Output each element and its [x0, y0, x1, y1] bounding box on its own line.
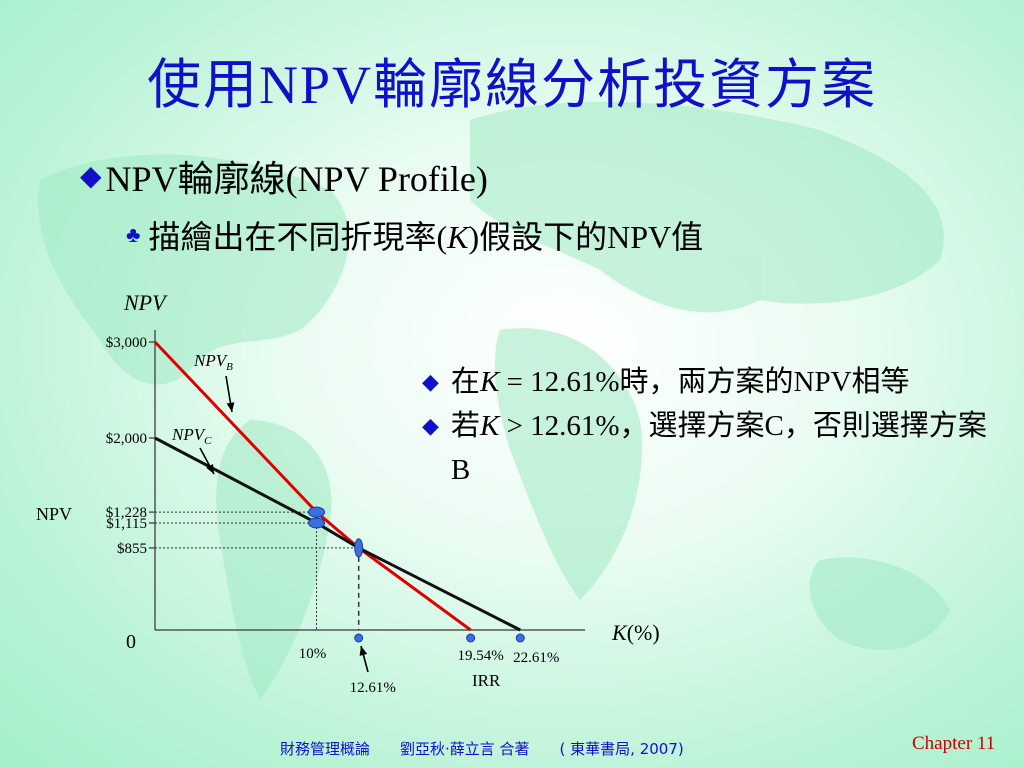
origin-label: 0: [126, 631, 136, 653]
note2-a: 若: [450, 410, 480, 442]
page-title: 使用NPV輪廓線分析投資方案: [0, 40, 1024, 119]
title-npv: NPV: [258, 55, 374, 115]
x-marker-dot: [515, 633, 525, 643]
intersection-point: [308, 506, 326, 518]
y-axis-left-label: NPV: [36, 504, 72, 524]
x-marker-dot: [466, 633, 476, 643]
note1-a: 在: [450, 366, 480, 398]
series-label-npv-b: NPVB: [193, 351, 233, 373]
chapter-label: Chapter 11: [912, 733, 996, 754]
intersection-point: [354, 538, 364, 558]
note1-b: = 12.61%時，兩方案的NPV相等: [499, 366, 910, 398]
club-bullet-icon: ♣: [126, 222, 141, 247]
sub-bullet-text: 描繪出在不同折現率(K)假設下的NPV值: [148, 212, 703, 258]
note1-k: K: [479, 366, 500, 398]
footer-credit: 財務管理概論 劉亞秋‧薛立言 合著 ( 東華書局, 2007): [280, 740, 684, 758]
bullet-npv-profile: ◆ NPV輪廓線(NPV Profile): [80, 150, 488, 202]
series-label-npv-c: NPVC: [171, 425, 212, 447]
y-tick-label: $2,000: [106, 431, 147, 447]
arrow-irr-12-head: [359, 646, 368, 656]
title-prefix: 使用: [146, 55, 259, 115]
x-axis-title: K(%): [611, 620, 660, 645]
y-tick-label: $855: [117, 541, 147, 557]
sub-bullet-text-a: 描繪出在不同折現率(: [148, 219, 448, 255]
x-marker-label: 12.61%: [350, 680, 396, 696]
sub-bullet-text-b: )假設下的NPV值: [468, 219, 704, 255]
diamond-bullet-icon: ◆: [80, 161, 102, 192]
note-equal-text: 在K = 12.61%時，兩方案的NPV相等: [451, 360, 910, 404]
y-tick-label: $3,000: [106, 335, 147, 351]
title-suffix: 輪廓線分析投資方案: [373, 55, 878, 115]
note-equal-npv: ◆ 在K = 12.61%時，兩方案的NPV相等: [422, 360, 1002, 404]
arrow-npv-c-head: [206, 464, 214, 474]
irr-label: IRR: [472, 671, 501, 690]
y-axis-title: NPV: [123, 290, 168, 315]
diamond-bullet-icon: ◆: [422, 413, 439, 438]
x-marker-label: 22.61%: [513, 650, 559, 666]
note-choose-plan: ◆ 若K > 12.61%，選擇方案C，否則選擇方案B: [422, 404, 1002, 492]
arrow-npv-b-head: [226, 402, 235, 412]
note2-b: > 12.61%，選擇方案C，否則選擇方案B: [450, 410, 987, 486]
y-tick-label: $1,115: [106, 516, 147, 532]
intersection-point: [308, 517, 326, 529]
series-line-npv-b: [153, 340, 472, 632]
note-choose-text: 若K > 12.61%，選擇方案C，否則選擇方案B: [451, 404, 1002, 492]
sub-bullet-description: ♣ 描繪出在不同折現率(K)假設下的NPV值: [126, 212, 703, 258]
x-marker-label: 19.54%: [458, 648, 504, 664]
bullet-npv-profile-text: NPV輪廓線(NPV Profile): [105, 159, 488, 199]
x-axis-unit: (%): [627, 620, 660, 645]
y-tick-label: $1,228: [106, 505, 147, 521]
x-axis-k: K: [611, 620, 628, 645]
x-marker-label: 10%: [299, 646, 327, 662]
note2-k: K: [479, 410, 500, 442]
sub-bullet-k: K: [447, 219, 469, 255]
diamond-bullet-icon: ◆: [422, 369, 439, 394]
series-line-npv-c: [154, 436, 521, 632]
x-marker-dot: [354, 633, 364, 643]
decision-notes: ◆ 在K = 12.61%時，兩方案的NPV相等 ◆ 若K > 12.61%，選…: [422, 360, 1002, 492]
